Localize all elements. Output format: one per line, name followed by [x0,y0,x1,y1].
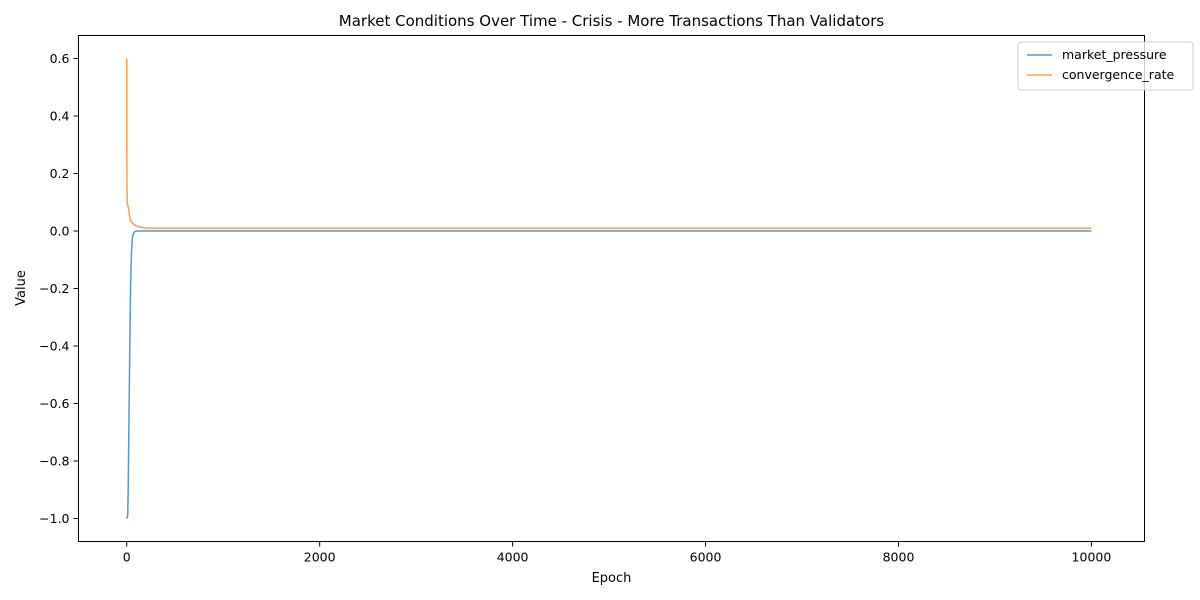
y-axis-label: Value [14,270,29,306]
y-tick-label: 0.0 [50,224,70,239]
y-tick-label: −0.2 [39,281,69,296]
y-axis: −1.0 −0.8 −0.6 −0.4 −0.2 0.0 0.2 0.4 0.6 [39,51,79,526]
y-tick-label: −0.8 [39,454,69,469]
x-tick-label: 4000 [497,550,529,565]
chart-title: Market Conditions Over Time - Crisis - M… [339,12,885,30]
series-line-market-pressure [126,230,1092,519]
y-tick-label: −0.4 [39,339,69,354]
legend: market_pressure convergence_rate [1017,41,1194,91]
x-tick-label: 10000 [1072,550,1112,565]
y-tick-label: 0.2 [50,166,70,181]
legend-label-convergence-rate: convergence_rate [1062,67,1175,82]
series-line-convergence-rate [125,58,1092,229]
y-tick-label: 0.6 [50,51,70,66]
x-axis: 0 2000 4000 6000 8000 10000 [123,541,1112,565]
legend-label-market-pressure: market_pressure [1062,47,1167,62]
legend-box [1017,41,1194,91]
y-tick-label: 0.4 [50,109,70,124]
x-tick-label: 0 [123,550,131,565]
x-tick-label: 8000 [883,550,915,565]
x-tick-label: 2000 [304,550,336,565]
series-layer [125,58,1092,519]
y-tick-label: −0.6 [39,396,69,411]
x-axis-label: Epoch [592,571,632,586]
y-tick-label: −1.0 [39,511,69,526]
x-tick-label: 6000 [690,550,722,565]
